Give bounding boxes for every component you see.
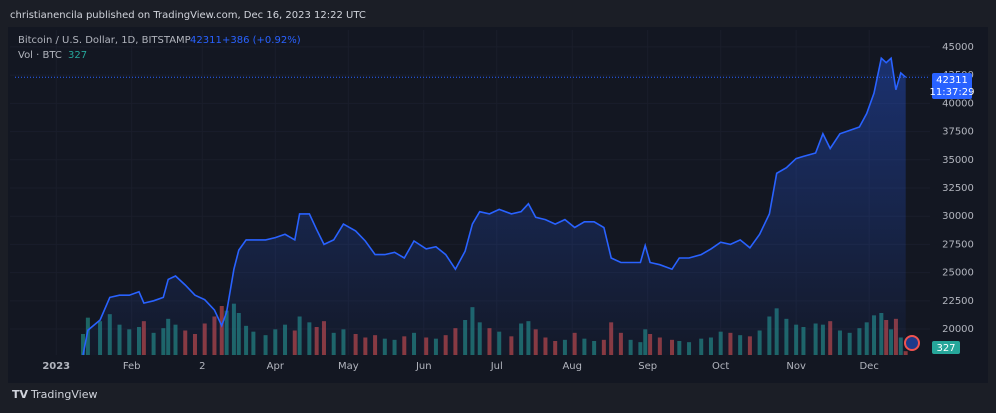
y-tick-label: 45000: [942, 42, 974, 53]
x-tick-label: Jul: [490, 361, 503, 372]
volume-badge-value: 327: [936, 343, 955, 354]
volume-badge: [932, 341, 960, 354]
price-badge-value: 42311: [936, 75, 968, 86]
event-flag[interactable]: [904, 335, 920, 351]
x-tick-label: 2023: [42, 361, 70, 372]
x-tick-label: Jun: [415, 361, 432, 372]
x-tick-label: Feb: [123, 361, 141, 372]
price-line: [82, 56, 907, 356]
y-tick-label: 30000: [942, 211, 974, 222]
y-tick-label: 32500: [942, 183, 974, 194]
x-tick-label: May: [338, 361, 359, 372]
brand-logo: TV: [12, 388, 29, 401]
price-badge: [932, 73, 972, 99]
y-tick-label: 37500: [942, 127, 974, 138]
x-tick-label: Sep: [638, 361, 657, 372]
legend-symbol: Bitcoin / U.S. Dollar, 1D, BITSTAMP: [18, 35, 191, 46]
y-tick-label: 27500: [942, 239, 974, 250]
legend-volume: 327: [68, 50, 87, 61]
x-tick-label: Oct: [712, 361, 729, 372]
y-tick-label: 22500: [942, 296, 974, 307]
y-tick-label: 25000: [942, 268, 974, 279]
x-tick-label: Dec: [859, 361, 878, 372]
y-tick-label: 35000: [942, 155, 974, 166]
x-tick-label: 2: [199, 361, 205, 372]
legend-volume-title: Vol · BTC: [18, 50, 62, 61]
plot: 20000 22500 25000 27500 30000 32500 35000 37500…: [10, 30, 974, 372]
x-tick-label: Apr: [267, 361, 285, 372]
y-tick-label: 20000: [942, 324, 974, 335]
countdown: 11:37:29: [930, 87, 975, 98]
y-tick-label: 40000: [942, 98, 974, 109]
x-tick-label: Aug: [562, 361, 582, 372]
area-fill: [83, 58, 906, 355]
legend-change: +386 (+0.92%): [222, 35, 301, 46]
legend-price: 42311: [190, 35, 222, 46]
x-tick-label: Nov: [786, 361, 806, 372]
publisher-note: christianencila published on TradingView…: [10, 10, 366, 21]
brand-name: TradingView: [30, 388, 97, 401]
volume-bar: [81, 334, 86, 355]
